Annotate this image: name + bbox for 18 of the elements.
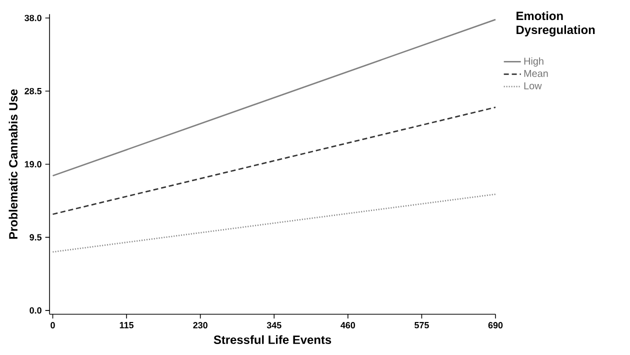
legend-label: Low [524, 82, 542, 90]
x-axis-title: Stressful Life Events [214, 335, 332, 344]
y-tick-label: 0.0 [30, 307, 42, 314]
x-tick-label: 460 [340, 322, 356, 328]
y-axis-title: Problematic Cannabis Use [8, 89, 18, 239]
x-tick-label: 0 [50, 322, 55, 328]
y-tick-label: 28.5 [24, 88, 42, 94]
x-tick-label: 575 [414, 322, 429, 328]
x-tick-label: 690 [488, 322, 503, 328]
x-tick-label: 115 [120, 322, 134, 328]
x-tick-label: 230 [193, 322, 208, 328]
x-tick-label: 345 [266, 322, 282, 328]
legend-label: Mean [524, 70, 548, 77]
legend-title: Emotion Dysregulation [516, 11, 595, 36]
y-tick-label: 38.0 [24, 14, 42, 21]
y-tick-label: 9.5 [30, 234, 42, 240]
legend-label: High [524, 57, 544, 66]
y-tick-label: 19.0 [24, 160, 42, 168]
